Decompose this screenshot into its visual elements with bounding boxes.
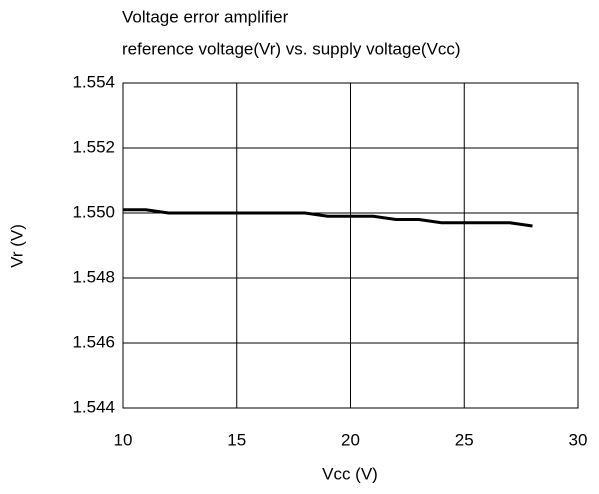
y-tick-label: 1.548 <box>72 267 115 286</box>
x-tick-label: 15 <box>227 430 246 449</box>
x-tick-label: 25 <box>455 430 474 449</box>
y-tick-label: 1.552 <box>72 137 115 156</box>
chart-title: reference voltage(Vr) vs. supply voltage… <box>122 39 461 58</box>
chart-title: Voltage error amplifier <box>122 7 289 26</box>
x-tick-label: 20 <box>341 430 360 449</box>
y-tick-label: 1.544 <box>72 397 115 416</box>
plot-border <box>122 82 579 409</box>
y-tick-label: 1.554 <box>72 72 115 91</box>
y-tick-label: 1.546 <box>72 332 115 351</box>
x-tick-label: 30 <box>569 430 588 449</box>
x-axis-label: Vcc (V) <box>322 464 378 483</box>
y-axis-label: Vr (V) <box>7 224 26 268</box>
data-line <box>123 208 533 228</box>
y-tick-label: 1.550 <box>72 202 115 221</box>
x-tick-label: 10 <box>114 430 133 449</box>
